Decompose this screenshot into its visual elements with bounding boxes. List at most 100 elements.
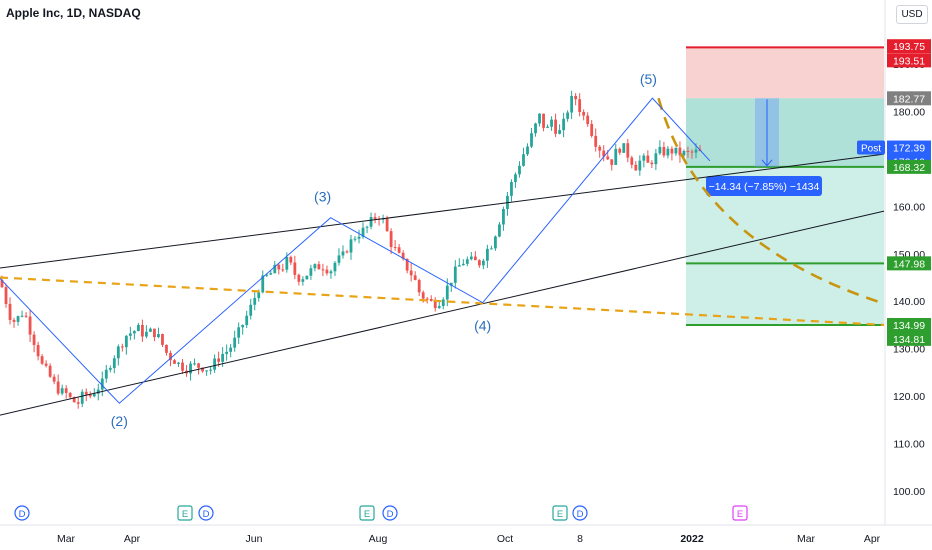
candle-body (16, 316, 20, 322)
candle-body (550, 119, 553, 127)
candle-body (469, 256, 473, 260)
candle-body (317, 264, 321, 270)
candle-body (586, 115, 590, 124)
x-tick-label: Apr (124, 533, 141, 545)
price-label: 172.39 (893, 143, 925, 155)
currency-button[interactable]: USD (896, 5, 928, 24)
candle-body (108, 368, 112, 370)
post-badge (857, 140, 885, 155)
y-tick-label: 180.00 (893, 106, 925, 118)
candle-body (197, 363, 200, 368)
candle-body (149, 328, 152, 332)
drawings (0, 97, 885, 416)
price-label-box (887, 53, 931, 68)
price-label: 193.51 (893, 55, 925, 67)
x-tick-label: Mar (57, 533, 76, 545)
candle-body (293, 262, 297, 275)
price-label-box (887, 39, 931, 54)
candle-body (44, 363, 48, 366)
candle-body (181, 362, 184, 371)
candle-body (64, 388, 68, 393)
candle-body (542, 113, 545, 128)
y-tick-label: 130.00 (893, 344, 925, 356)
candle-body (618, 148, 622, 153)
earnings-marker[interactable] (177, 505, 193, 521)
price-label: 193.75 (893, 41, 925, 53)
price-label: 134.99 (893, 320, 925, 332)
candle-body (96, 389, 100, 394)
price-label-box (887, 140, 931, 155)
projection-line-support (0, 276, 885, 327)
candle-body (694, 149, 698, 153)
candle-body (217, 358, 221, 362)
candle-body (417, 279, 421, 293)
candle-body (8, 303, 12, 320)
candle-body (578, 99, 582, 112)
candle-body (349, 239, 353, 253)
measure-arrowhead (761, 159, 773, 167)
price-label: 182.77 (893, 93, 925, 105)
candle-body (365, 226, 369, 228)
wave-label: (3) (314, 189, 331, 205)
dividend-marker[interactable] (382, 505, 398, 521)
dividend-marker[interactable] (14, 505, 30, 521)
candle-body (48, 365, 52, 377)
candle-body (40, 356, 44, 364)
candle-body (136, 324, 140, 332)
candle-body (265, 274, 269, 276)
candle-body (397, 247, 401, 253)
candle-body (534, 123, 537, 134)
candle-body (100, 378, 104, 390)
candle-body (221, 353, 225, 362)
candle-body (12, 319, 16, 322)
candle-body (670, 148, 674, 154)
candle-body (409, 270, 413, 276)
candle-body (654, 153, 658, 165)
candle-body (445, 285, 449, 300)
y-tick-label: 110.00 (893, 439, 924, 451)
candle-body (157, 334, 160, 338)
earnings-marker[interactable] (552, 505, 568, 521)
price-label-box (887, 256, 931, 271)
candle-body (92, 393, 96, 397)
earnings-marker[interactable] (359, 505, 375, 521)
candle-body (614, 148, 618, 165)
dividend-marker[interactable] (198, 505, 214, 521)
candle-body (345, 251, 349, 253)
candle-body (646, 155, 650, 163)
measure-label: −14.34 (−7.85%) −1434 (709, 181, 820, 193)
candle-body (32, 334, 36, 345)
candle-body (369, 217, 373, 227)
time-axis: Mar Apr Jun Aug Oct 8 2022 Mar Apr (0, 524, 932, 545)
candle-body (638, 160, 642, 171)
candle-body (433, 300, 437, 309)
candle-body (309, 268, 313, 276)
dividend-marker[interactable] (572, 505, 588, 521)
candle-body (153, 328, 156, 338)
earnings-marker-label: E (182, 509, 188, 520)
earnings-marker-label: E (557, 509, 563, 520)
x-tick-label: Oct (497, 533, 513, 545)
candle-body (682, 150, 686, 156)
candle-body (490, 248, 493, 250)
candle-body (373, 217, 377, 219)
candle-body (510, 181, 513, 196)
candle-body (485, 248, 489, 261)
candle-body (257, 292, 261, 299)
price-label: 168.32 (893, 162, 925, 174)
candle-body (0, 279, 4, 288)
price-label: 134.81 (893, 334, 925, 346)
wave-labels: (2) (3) (4) (5) (111, 71, 657, 429)
candle-body (389, 231, 393, 248)
candle-body (325, 269, 329, 274)
candle-body (526, 146, 529, 155)
projection-line-target (657, 97, 885, 305)
candle-body (169, 352, 172, 361)
earnings-marker[interactable] (732, 505, 748, 521)
x-tick-label: Apr (864, 533, 881, 545)
candle-body (277, 264, 281, 270)
candle-body (189, 363, 192, 374)
price-label-box (887, 91, 931, 106)
